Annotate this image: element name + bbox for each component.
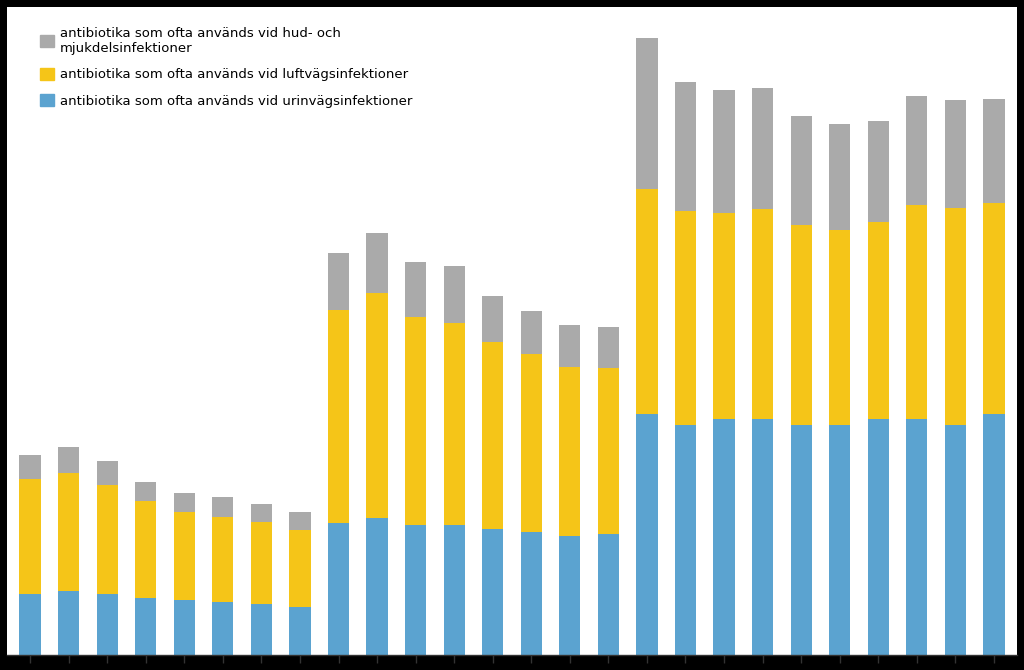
Bar bbox=[829, 125, 850, 230]
Bar bbox=[135, 598, 157, 655]
Bar bbox=[714, 419, 734, 655]
Bar bbox=[752, 419, 773, 655]
Bar bbox=[829, 230, 850, 425]
Bar bbox=[983, 413, 1005, 655]
Bar bbox=[867, 222, 889, 419]
Bar bbox=[482, 529, 504, 655]
Bar bbox=[212, 517, 233, 602]
Bar bbox=[135, 501, 157, 598]
Bar bbox=[714, 90, 734, 213]
Bar bbox=[675, 425, 696, 655]
Bar bbox=[559, 366, 581, 537]
Bar bbox=[636, 189, 657, 413]
Bar bbox=[96, 485, 118, 594]
Bar bbox=[598, 534, 618, 655]
Bar bbox=[867, 419, 889, 655]
Bar bbox=[328, 523, 349, 655]
Bar bbox=[906, 419, 928, 655]
Bar bbox=[983, 203, 1005, 413]
Bar bbox=[19, 456, 41, 480]
Bar bbox=[945, 208, 966, 425]
Bar bbox=[906, 96, 928, 206]
Bar bbox=[559, 325, 581, 366]
Bar bbox=[520, 311, 542, 354]
Bar bbox=[675, 82, 696, 211]
Bar bbox=[251, 522, 272, 604]
Bar bbox=[945, 425, 966, 655]
Bar bbox=[174, 600, 195, 655]
Bar bbox=[791, 425, 812, 655]
Bar bbox=[598, 368, 618, 534]
Bar bbox=[174, 513, 195, 600]
Bar bbox=[520, 354, 542, 532]
Bar bbox=[290, 513, 310, 530]
Bar bbox=[559, 537, 581, 655]
Bar bbox=[58, 473, 79, 591]
Bar bbox=[328, 253, 349, 310]
Bar bbox=[443, 266, 465, 323]
Bar bbox=[829, 425, 850, 655]
Bar bbox=[598, 327, 618, 368]
Bar bbox=[367, 518, 388, 655]
Bar bbox=[290, 606, 310, 655]
Bar bbox=[906, 206, 928, 419]
Legend: antibiotika som ofta används vid hud- och
mjukdelsinfektioner, antibiotika som o: antibiotika som ofta används vid hud- oc… bbox=[34, 20, 419, 115]
Bar bbox=[58, 446, 79, 473]
Bar bbox=[867, 121, 889, 222]
Bar bbox=[19, 594, 41, 655]
Bar bbox=[135, 482, 157, 501]
Bar bbox=[482, 342, 504, 529]
Bar bbox=[174, 492, 195, 513]
Bar bbox=[752, 88, 773, 209]
Bar bbox=[251, 503, 272, 522]
Bar bbox=[945, 100, 966, 208]
Bar bbox=[19, 480, 41, 594]
Bar bbox=[482, 296, 504, 342]
Bar bbox=[328, 310, 349, 523]
Bar bbox=[212, 497, 233, 517]
Bar bbox=[752, 209, 773, 419]
Bar bbox=[212, 602, 233, 655]
Bar bbox=[520, 532, 542, 655]
Bar bbox=[983, 99, 1005, 203]
Bar bbox=[443, 525, 465, 655]
Bar bbox=[251, 604, 272, 655]
Bar bbox=[406, 317, 426, 525]
Bar bbox=[96, 594, 118, 655]
Bar bbox=[443, 323, 465, 525]
Bar bbox=[367, 293, 388, 518]
Bar bbox=[636, 38, 657, 189]
Bar bbox=[406, 263, 426, 317]
Bar bbox=[675, 211, 696, 425]
Bar bbox=[96, 461, 118, 485]
Bar bbox=[290, 530, 310, 606]
Bar bbox=[58, 591, 79, 655]
Bar bbox=[406, 525, 426, 655]
Bar bbox=[367, 233, 388, 293]
Bar bbox=[791, 225, 812, 425]
Bar bbox=[714, 213, 734, 419]
Bar bbox=[636, 413, 657, 655]
Bar bbox=[791, 116, 812, 225]
